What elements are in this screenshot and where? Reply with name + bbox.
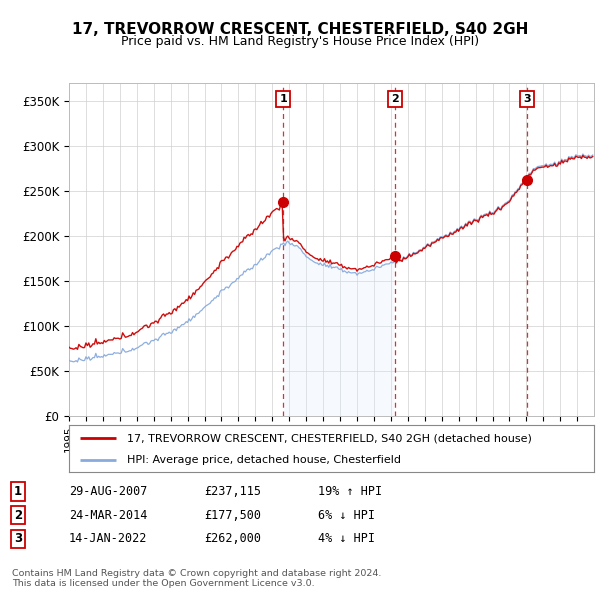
Text: 24-MAR-2014: 24-MAR-2014 [69,509,148,522]
Text: 2: 2 [14,509,22,522]
Text: 29-AUG-2007: 29-AUG-2007 [69,485,148,498]
Text: 4% ↓ HPI: 4% ↓ HPI [318,532,375,545]
Text: 1: 1 [280,94,287,104]
Text: 6% ↓ HPI: 6% ↓ HPI [318,509,375,522]
Text: 2: 2 [391,94,398,104]
Text: 3: 3 [523,94,531,104]
Text: 17, TREVORROW CRESCENT, CHESTERFIELD, S40 2GH (detached house): 17, TREVORROW CRESCENT, CHESTERFIELD, S4… [127,433,532,443]
Text: 17, TREVORROW CRESCENT, CHESTERFIELD, S40 2GH: 17, TREVORROW CRESCENT, CHESTERFIELD, S4… [72,22,528,37]
Text: £262,000: £262,000 [204,532,261,545]
Text: £177,500: £177,500 [204,509,261,522]
Text: 14-JAN-2022: 14-JAN-2022 [69,532,148,545]
Text: Contains HM Land Registry data © Crown copyright and database right 2024.
This d: Contains HM Land Registry data © Crown c… [12,569,382,588]
Text: 1: 1 [14,485,22,498]
Text: £237,115: £237,115 [204,485,261,498]
Text: HPI: Average price, detached house, Chesterfield: HPI: Average price, detached house, Ches… [127,455,401,465]
Text: 3: 3 [14,532,22,545]
Text: Price paid vs. HM Land Registry's House Price Index (HPI): Price paid vs. HM Land Registry's House … [121,35,479,48]
Text: 19% ↑ HPI: 19% ↑ HPI [318,485,382,498]
